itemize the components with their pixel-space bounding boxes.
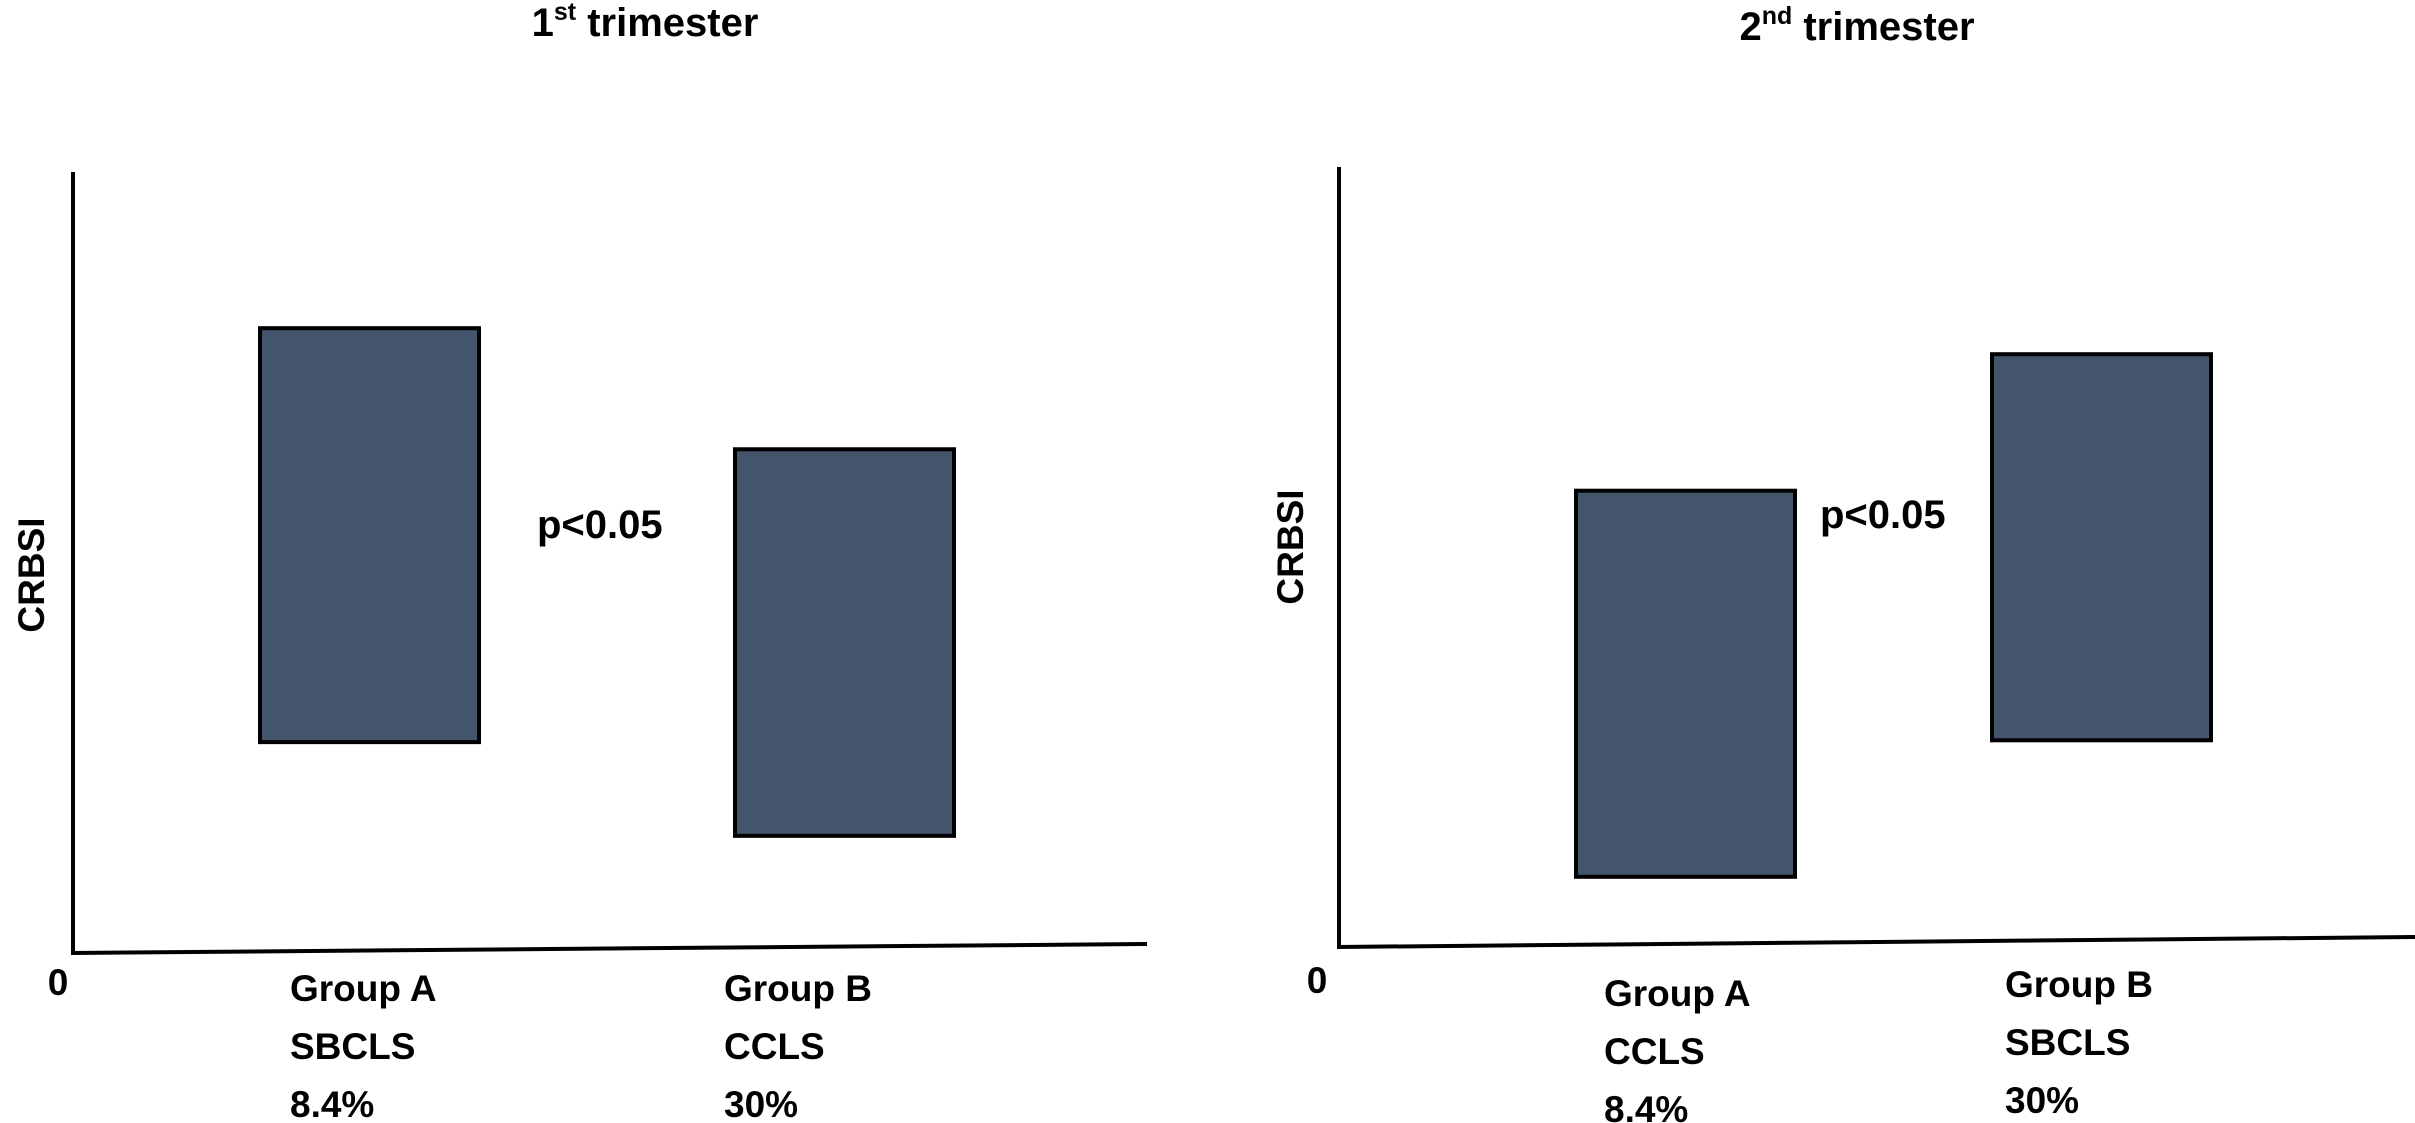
- category-label-group-a: Group A: [1604, 973, 1751, 1014]
- bar-group-a: [1574, 488, 1797, 879]
- origin-label: 0: [1307, 960, 1328, 1001]
- category-method-group-b: SBCLS: [2005, 1022, 2130, 1063]
- category-rate-group-b: 30%: [724, 1084, 798, 1123]
- y-axis-label: CRBSI: [1270, 489, 1311, 604]
- title-superscript: nd: [1762, 2, 1793, 30]
- category-method-group-b: CCLS: [724, 1026, 825, 1067]
- category-label-group-a: Group A: [290, 968, 437, 1009]
- bars: [258, 326, 956, 838]
- category-label-group-b: Group B: [2005, 964, 2153, 1005]
- category-rate-group-a: 8.4%: [290, 1084, 374, 1123]
- title-text: trimester: [576, 1, 758, 45]
- chart-title: 2nd trimester: [1739, 2, 1974, 49]
- category-rate-group-b: 30%: [2005, 1080, 2079, 1121]
- y-axis-label: CRBSI: [11, 517, 52, 632]
- category-method-group-a: CCLS: [1604, 1031, 1705, 1072]
- chart-panel-1st-trimester: 1st trimester CRBSI 0 p<0.05 Group A SBC…: [11, 0, 1148, 1123]
- title-text: trimester: [1792, 5, 1974, 49]
- x-axis: [70, 942, 1148, 955]
- bar-group-b: [1990, 352, 2213, 743]
- chart-panel-2nd-trimester: 2nd trimester CRBSI 0 p<0.05 Group A CCL…: [1270, 2, 2415, 1123]
- title-number: 2: [1739, 5, 1761, 49]
- x-axis: [1336, 935, 2415, 949]
- bar-group-b: [733, 447, 956, 838]
- bars: [1574, 352, 2213, 879]
- chart-title: 1st trimester: [532, 0, 759, 45]
- bar-group-a: [258, 326, 481, 745]
- p-value-annotation: p<0.05: [537, 503, 663, 547]
- category-label-group-b: Group B: [724, 968, 872, 1009]
- origin-label: 0: [48, 962, 69, 1003]
- title-superscript: st: [554, 0, 577, 26]
- category-method-group-a: SBCLS: [290, 1026, 415, 1067]
- p-value-annotation: p<0.05: [1820, 493, 1946, 537]
- title-number: 1: [532, 1, 554, 45]
- category-rate-group-a: 8.4%: [1604, 1089, 1688, 1123]
